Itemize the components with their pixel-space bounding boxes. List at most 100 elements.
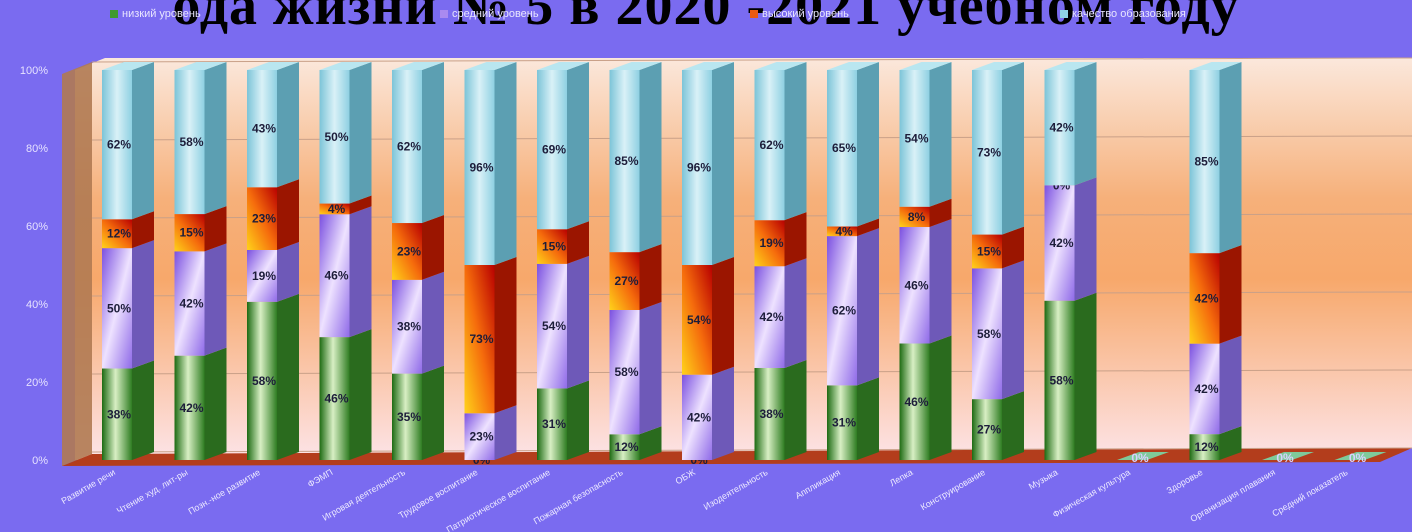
data-label: 42% [759, 310, 783, 324]
bar-segment [319, 337, 350, 460]
legend-item: низкий уровень [110, 8, 201, 20]
y-tick-label: 20% [26, 377, 48, 389]
bar-segment [1044, 70, 1075, 186]
bar-segment [754, 367, 785, 460]
data-label: 38% [759, 407, 783, 421]
bar-segment [537, 70, 567, 230]
zero-bar [1334, 452, 1387, 460]
chart-title: ода жизни № 5 в 2020 -2021 учебном году [172, 0, 1240, 36]
bar-segment-side [784, 212, 807, 267]
bar-segment-side [1219, 62, 1242, 254]
bar-segment [319, 203, 350, 215]
bar-top-face [1044, 62, 1097, 70]
data-label: 42% [687, 410, 711, 424]
bar-stack: 58% 19% 23% 43% [247, 62, 299, 460]
bar-top-face [682, 62, 734, 70]
bar-segment [754, 266, 785, 368]
bar-segment-side [1002, 62, 1024, 235]
bar-top-face [754, 62, 807, 70]
bar-top-face [1189, 62, 1242, 70]
bar-segment-side [277, 242, 299, 302]
bar-stack: 31% 54% 15% 69% [537, 62, 589, 460]
bar-segment-side [712, 257, 734, 375]
bar-segment [247, 187, 277, 250]
bar-segment-side [1074, 292, 1097, 460]
bar-segment-side [857, 377, 879, 460]
bar-segment [1044, 185, 1075, 301]
bar-segment-side [1219, 335, 1242, 435]
bar-top-face [609, 62, 662, 70]
x-tick-label: ФЭМП [306, 467, 335, 489]
data-label: 58% [977, 327, 1001, 341]
bar-stack: 12% 42% 42% 85% [1189, 62, 1242, 460]
legend-label: высокий уровень [762, 8, 849, 20]
bar-segment [247, 301, 277, 460]
data-label: 73% [469, 332, 493, 346]
x-tick-label: Здоровье [1165, 467, 1205, 496]
bar-segment [682, 265, 712, 375]
data-label: 96% [687, 161, 711, 175]
x-tick-label: Позн.-ное развитие [186, 467, 262, 516]
bar-segment-side [929, 198, 952, 228]
x-tick-label: Изодеятельность [702, 467, 770, 512]
bar-segment-side [204, 243, 227, 356]
bar-segment [827, 226, 857, 237]
bar-segment-side [784, 258, 807, 368]
x-tick-label: Лепка [888, 467, 915, 488]
legend-swatch [750, 10, 758, 18]
x-tick-label: Конструирование [919, 467, 987, 512]
bar-top-face [827, 62, 879, 70]
bar-segment-side [204, 206, 227, 252]
bar-segment [754, 70, 785, 221]
y-tick-label: 60% [26, 221, 48, 233]
data-label: 12% [614, 440, 638, 454]
bar-segment-side [929, 219, 952, 344]
bar-stack: 38% 42% 19% 62% [754, 62, 807, 460]
bar-segment [174, 355, 205, 460]
bar-segment [682, 70, 712, 265]
data-label: 23% [252, 212, 276, 226]
data-label: 54% [687, 313, 711, 327]
data-label: 0% [1276, 451, 1294, 465]
data-label: 62% [107, 138, 131, 152]
data-label: 54% [904, 131, 928, 145]
data-label: 31% [542, 417, 566, 431]
legend-swatch [1060, 10, 1068, 18]
bar-segment-side [567, 255, 589, 389]
bar-segment [392, 70, 422, 224]
data-label: 62% [759, 138, 783, 152]
data-label: 12% [107, 227, 131, 241]
bar-segment-side [494, 257, 517, 414]
bar-segment-side [132, 360, 154, 460]
x-tick-label: Средний показатель [1270, 467, 1349, 519]
bar-segment [247, 250, 277, 302]
bar-stack: 0% [1262, 451, 1314, 465]
y-tick-label: 40% [26, 299, 48, 311]
legend-swatch [440, 10, 448, 18]
bar-segment-side [132, 62, 154, 220]
data-label: 85% [614, 154, 638, 168]
data-label: 0% [1349, 451, 1367, 465]
bar-segment-side [1002, 391, 1024, 460]
bar-stack: 0%23%73%96% [464, 62, 517, 467]
bar-segment-side [639, 62, 662, 253]
bar-top-face [537, 62, 589, 70]
bar-segment [174, 70, 205, 215]
bar-segment-side [857, 218, 879, 237]
bar-top-face [247, 62, 299, 70]
data-label: 58% [252, 374, 276, 388]
bar-segment-side [1219, 245, 1242, 344]
data-label: 58% [179, 135, 203, 149]
x-tick-label: Чтение худ. лит-ры [115, 467, 190, 516]
bar-segment [319, 214, 350, 338]
x-tick-label: Аппликация [793, 467, 842, 501]
data-label: 19% [759, 236, 783, 250]
bar-segment-side [639, 302, 662, 435]
bar-segment-side [929, 62, 952, 207]
bar-stack: 46% 46% 4% 50% [319, 62, 372, 460]
bar-segment [392, 223, 422, 280]
bar-segment [102, 219, 132, 249]
legend-label: качество образования [1072, 8, 1186, 20]
bar-segment [102, 70, 132, 220]
